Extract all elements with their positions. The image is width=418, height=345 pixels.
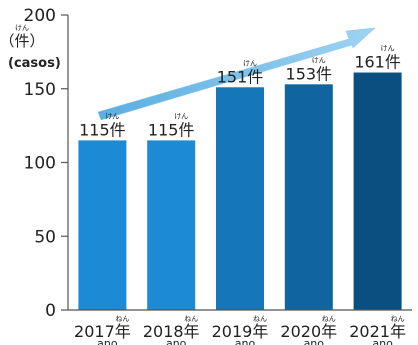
bar — [78, 140, 127, 310]
x-tick-sublabel: ano — [304, 337, 325, 345]
bar-value-label: 115件 — [148, 120, 195, 139]
y-tick-label: 200 — [24, 6, 56, 26]
bar — [284, 84, 333, 310]
bar — [147, 140, 196, 310]
y-tick-label: 150 — [24, 80, 56, 100]
x-tick-sublabel: ano — [372, 337, 393, 345]
bar — [353, 72, 402, 311]
y-tick-label: 50 — [34, 227, 56, 247]
x-label-furigana: ねん — [391, 315, 405, 323]
y-tick-label: 100 — [24, 154, 56, 174]
unit-label-group: けん （件） (casos) — [0, 24, 61, 71]
x-label-furigana: ねん — [184, 315, 198, 323]
bars — [78, 72, 402, 311]
bar-value-label: 161件 — [354, 53, 401, 72]
x-tick-label: 2019年 — [212, 322, 269, 341]
y-tick-label: 0 — [45, 301, 56, 321]
trend-arrow-shape — [97, 27, 376, 121]
x-label-furigana: ねん — [115, 315, 129, 323]
unit-label: （件） — [0, 32, 45, 50]
x-tick-label: 2020年 — [280, 322, 337, 341]
bar-value-furigana: けん — [243, 59, 257, 67]
bar-value-furigana: けん — [312, 56, 326, 64]
x-tick-sublabel: ano — [235, 337, 256, 345]
bar-value-label: 115件 — [79, 120, 126, 139]
unit-furigana: けん — [15, 24, 29, 32]
x-tick-label: 2018年 — [143, 322, 200, 341]
x-tick-sublabel: ano — [166, 337, 187, 345]
bar-value-furigana: けん — [381, 45, 395, 53]
x-tick-sublabel: ano — [97, 337, 118, 345]
x-axis: ねん2017年anoねん2018年anoねん2019年anoねん2020年ano… — [68, 309, 412, 345]
bar — [216, 87, 264, 311]
unit-subtitle: (casos) — [8, 56, 61, 71]
bar-value-furigana: けん — [105, 112, 119, 120]
trend-arrow — [97, 27, 376, 121]
bar-value-label: 151件 — [217, 67, 264, 86]
x-label-furigana: ねん — [253, 315, 267, 323]
x-tick-label: 2021年 — [349, 322, 406, 341]
y-axis: 0 50 100 150 200 — [24, 6, 69, 321]
x-tick-label: 2017年 — [74, 322, 131, 341]
bar-value-label: 153件 — [286, 64, 333, 83]
bar-value-furigana: けん — [174, 112, 188, 120]
x-label-furigana: ねん — [322, 315, 336, 323]
